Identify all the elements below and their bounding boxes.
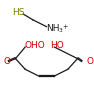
Text: O: O	[4, 57, 11, 66]
Text: 3: 3	[58, 28, 62, 33]
Text: NH: NH	[47, 24, 60, 33]
Text: OHO: OHO	[24, 41, 45, 50]
Text: +: +	[62, 24, 67, 30]
Text: HO: HO	[50, 41, 64, 50]
Text: O: O	[86, 57, 93, 66]
Text: HS: HS	[12, 8, 24, 17]
